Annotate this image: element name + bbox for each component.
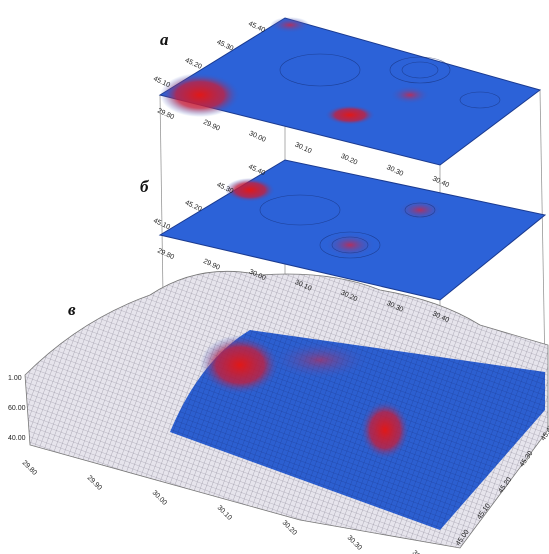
figure: а б в 29.80 29.90 30.00 30.10 30.20 30.30 30.4… (0, 0, 549, 554)
tick-label: 45.20 (184, 57, 203, 71)
tick-label: 45.20 (184, 199, 203, 213)
panel-label: а (160, 30, 169, 49)
tick-label: 45.30 (215, 39, 234, 53)
tick-label: 29.80 (156, 247, 175, 261)
tick-label: 30.00 (151, 489, 168, 506)
tick-label: 30.40 (431, 175, 450, 189)
tick-label: 30.20 (281, 519, 298, 536)
tick-label: 45.40 (247, 163, 266, 177)
tick-label: 30.10 (216, 504, 233, 521)
tick-label: 30.10 (294, 141, 313, 155)
tick-label: 60.00 (8, 405, 26, 412)
tick-label: 29.90 (86, 474, 103, 491)
tick-label: 1.00 (8, 375, 22, 382)
tick-label: 29.90 (202, 119, 221, 133)
tick-label: 45.10 (152, 75, 171, 89)
surface-c (25, 271, 548, 548)
tick-label: 30.20 (339, 153, 358, 167)
tick-label: 30.30 (385, 164, 404, 178)
plane-a (160, 17, 540, 165)
tick-label: 30.00 (248, 130, 267, 144)
tick-label: 29.80 (21, 459, 38, 476)
tick-label: 30.30 (346, 534, 363, 551)
tick-label: 45.40 (247, 20, 266, 34)
tick-label: 29.90 (202, 258, 221, 272)
panel-label: б (140, 177, 150, 196)
tick-label: 40.00 (8, 435, 26, 442)
tick-label: 30.40 (411, 549, 428, 554)
panel-label: в (68, 300, 76, 319)
